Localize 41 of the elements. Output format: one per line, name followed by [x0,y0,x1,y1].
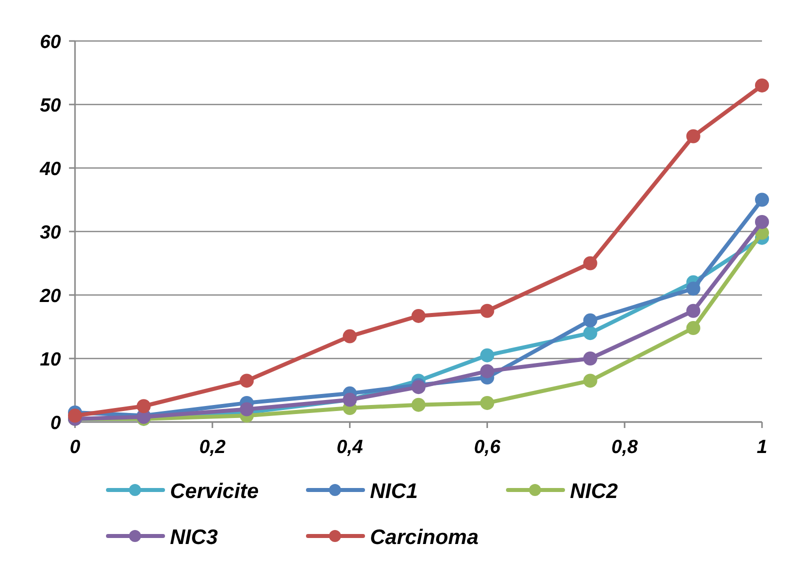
point [755,78,769,92]
x-tick-label: 0,4 [336,437,364,458]
point [480,396,494,410]
point [68,408,82,423]
point [480,348,494,362]
point [686,304,700,318]
point [686,129,700,144]
point [686,321,700,336]
legend-label: NIC1 [370,480,418,503]
point [240,402,254,416]
point [583,313,598,328]
point [480,304,494,318]
y-tick-label: 40 [38,159,62,180]
legend-label: Carcinoma [370,526,479,549]
point [583,374,598,388]
point [412,398,426,412]
x-tick-label: 0,8 [611,437,638,458]
y-tick-label: 10 [40,350,62,370]
y-tick-label: 0 [50,413,62,434]
point [583,352,598,366]
point [755,192,769,207]
x-tick-label: 0,6 [474,437,501,458]
y-tick-label: 50 [40,96,62,116]
point [136,399,151,414]
y-tick-label: 30 [40,222,62,244]
point [240,374,254,388]
x-tick-label: 0 [70,437,81,458]
legend-label: Cervicite [170,480,260,503]
point [755,214,769,229]
point [412,308,426,323]
y-tick-label: 60 [40,32,62,53]
point [583,256,598,270]
point [583,326,598,340]
legend-label: NIC3 [170,526,218,549]
x-tick-label: 0,2 [199,437,226,458]
x-tick-label: 1 [756,437,768,458]
point [686,282,700,296]
legend-label: NIC2 [570,480,618,503]
point [480,364,494,378]
point [342,329,357,344]
y-tick-label: 20 [38,286,62,307]
